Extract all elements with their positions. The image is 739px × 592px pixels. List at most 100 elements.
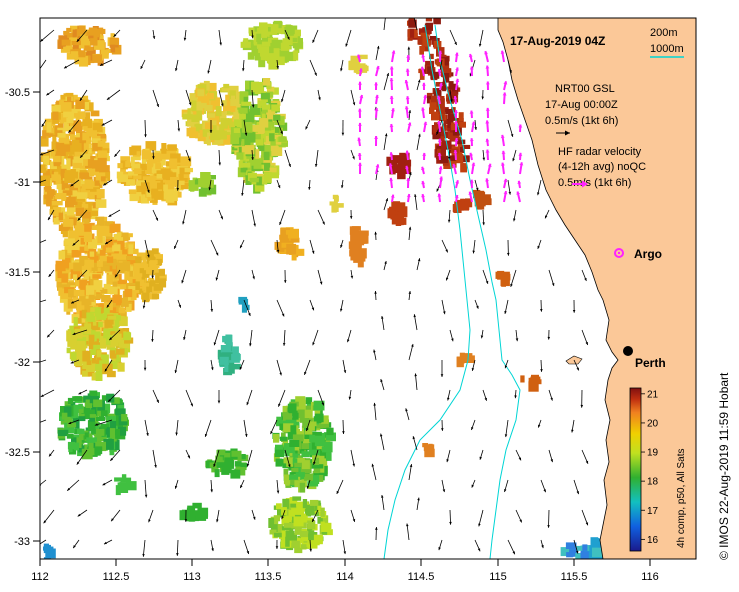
sst-pixel [105,226,111,237]
current-arrow [107,389,121,403]
sst-pixel [95,371,103,381]
sst-pixel [128,189,139,194]
colorbar: 21 20 19 18 17 16 4h comp, p50, All Sats [629,387,687,552]
hf-radar-arrow [375,65,380,77]
current-arrow [76,449,88,465]
sst-pixel [86,365,95,372]
current-arrow [70,299,80,304]
current-arrow [309,59,317,76]
current-arrow [143,359,147,371]
current-arrow [207,59,212,74]
hf-radar-arrow [485,120,490,133]
sst-pixel [83,231,92,242]
sst-pixel [101,354,109,360]
sst-pixel [76,192,88,199]
y-axis: -30.5 -31 -31.5 -32 -32.5 -33 [5,87,40,548]
current-arrow [173,239,179,250]
sst-pixel [452,126,462,136]
current-arrow [317,269,323,285]
sst-pixel [155,163,162,170]
current-arrow [309,239,315,254]
sst-pixel [120,160,127,169]
sst-pixel [115,432,126,440]
sst-pixel [73,162,83,168]
sst-pixel [264,162,271,171]
current-arrow [408,226,412,241]
sst-pixel [80,34,86,46]
sst-pixel [259,22,268,30]
sst-pixel [78,445,85,453]
current-arrow [375,45,380,61]
current-arrow [185,149,191,162]
current-arrow [414,373,418,391]
sst-pixel [72,295,79,303]
sst-pixel [61,412,68,420]
sst-pixel [288,403,297,414]
sst-pixel [273,516,281,521]
sst-pixel [88,316,96,322]
sst-pixel [142,192,148,202]
sst-pixel [427,66,434,74]
sst-pixel [241,303,247,313]
sst-pixel [75,99,85,109]
sst-pixel [481,194,491,199]
sst-pixel [120,279,128,285]
current-arrow [276,59,279,69]
sst-pixel [95,363,106,371]
current-arrow [504,359,509,369]
current-arrow [471,359,476,371]
sst-pixel [88,239,97,249]
sst-pixel [425,60,435,68]
sst-pixel [76,301,85,311]
current-arrow [174,479,179,489]
sst-pixel [255,135,264,146]
sst-pixel [88,440,94,451]
sst-pixel [287,534,297,541]
sst-pixel [70,244,79,250]
sst-pixel [54,166,61,177]
current-arrow [215,269,220,281]
current-arrow [472,239,476,254]
sst-pixel [93,399,103,408]
sst-pixel [321,515,329,524]
sst-pixel [287,429,293,440]
hf-radar-arrow [485,107,490,119]
sst-pixel [142,258,147,268]
current-arrow [336,479,344,495]
current-arrow [312,329,319,346]
sst-pixel [238,107,248,114]
sst-pixel [279,234,288,240]
hf-radar-arrow [469,179,474,189]
sst-pixel [121,232,129,242]
sst-pixel [276,503,282,510]
sst-pixel [169,158,178,170]
hf-radar-arrow [357,152,362,161]
sst-pixel [110,337,116,347]
sst-pixel [448,158,457,168]
sst-pixel [429,36,437,41]
sst-pixel [79,172,90,180]
sst-pixel [73,274,78,281]
sst-pixel [271,39,283,50]
hf-radar-arrow [469,66,474,77]
sst-pixel [74,113,84,118]
current-arrow [68,419,80,425]
sst-pixel [134,168,142,175]
sst-pixel [295,472,305,477]
sst-pixel [294,527,302,535]
sst-pixel [263,172,272,183]
hf-radar-arrow [437,68,442,77]
current-arrow [581,449,589,464]
sst-pixel [76,131,85,140]
sst-pixel [259,124,265,134]
current-arrow [380,378,385,391]
sst-pixel [66,347,71,354]
current-arrow [405,408,410,421]
sst-pixel [80,180,86,187]
sst-pixel [230,106,238,113]
sst-pixel [240,463,248,468]
sst-pixel [79,314,88,324]
sst-pixel [286,243,297,255]
sst-pixel [290,510,302,516]
